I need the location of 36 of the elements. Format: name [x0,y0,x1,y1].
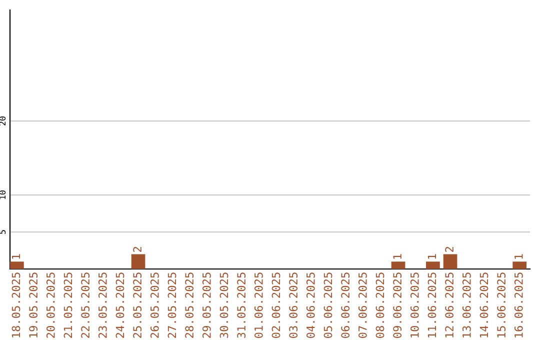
x-tick-label: 26.05.2025 [150,272,159,338]
x-tick-label: 25.05.2025 [133,272,142,338]
x-tick-label: 13.06.2025 [462,272,471,338]
data-label: 1 [12,254,20,259]
x-tick-label: 30.05.2025 [220,272,228,338]
x-tick-label: 27.05.2025 [168,272,176,338]
x-tick-label: 07.06.2025 [358,272,367,338]
x-tick-label: 08.06.2025 [376,272,384,338]
x-tick-label: 22.05.2025 [81,272,90,338]
x-tick-label: 29.05.2025 [202,272,211,338]
data-label: 2 [445,246,454,252]
data-label: 1 [428,254,436,259]
x-tick-label: 02.06.2025 [272,272,280,338]
x-tick-label: 23.05.2025 [98,272,107,338]
x-tick-label: 21.05.2025 [64,272,72,338]
x-tick-label: 03.06.2025 [289,272,298,338]
x-tick-label: 14.06.2025 [480,272,488,338]
data-label: 1 [393,254,402,259]
x-tick-label: 24.05.2025 [116,272,124,338]
x-tick-label: 04.06.2025 [306,272,315,338]
x-tick-label: 16.06.2025 [514,272,523,338]
x-tick-label: 20.05.2025 [46,272,55,338]
data-label: 2 [133,246,142,252]
x-tick-label: 19.05.2025 [29,272,38,338]
x-tick-label: 10.06.2025 [410,272,419,338]
x-tick-label: 11.06.2025 [428,272,436,338]
x-tick-label: 28.05.2025 [185,272,194,338]
x-tick-label: 06.06.2025 [341,272,350,338]
x-tick-label: 01.06.2025 [254,272,263,338]
x-tick-label: 31.05.2025 [237,272,246,338]
x-tick-label: 12.06.2025 [445,272,454,338]
x-tick-label: 18.05.2025 [12,272,20,338]
x-tick-label: 05.06.2025 [324,272,332,338]
x-tick-label: 15.06.2025 [497,272,506,338]
data-label: 1 [514,254,523,259]
x-tick-label: 09.06.2025 [393,272,402,338]
